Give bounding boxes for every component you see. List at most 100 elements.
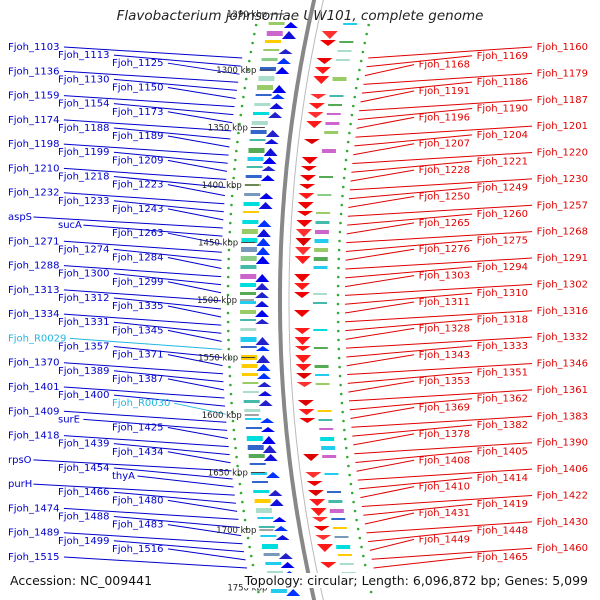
outer-dot (356, 527, 360, 531)
gene-label: surE (58, 414, 80, 425)
gene-label: Fjoh_1488 (58, 512, 109, 523)
outer-dot (336, 302, 340, 306)
outer-dot (348, 473, 351, 477)
label-connector (346, 345, 473, 358)
forward-gene-arrow (303, 139, 320, 144)
reverse-gene-arrow (260, 175, 275, 181)
outer-dot (350, 113, 354, 117)
forward-gene-arrow (315, 535, 332, 540)
gene-label: Fjoh_1312 (58, 293, 109, 304)
kbp-label: 1290 kbp (227, 10, 267, 20)
gene-label: Fjoh_1130 (58, 74, 109, 85)
gene-label: Fjoh_1187 (537, 95, 588, 106)
outer-dot (238, 482, 242, 486)
feature-block (324, 473, 339, 475)
outer-dot (362, 554, 365, 558)
gene-label: Fjoh_1260 (477, 209, 528, 220)
label-connector (349, 178, 533, 191)
feature-block (240, 319, 257, 321)
kbp-label: 1300 kbp (216, 66, 256, 76)
outer-dot (249, 554, 253, 558)
feature-block (314, 248, 329, 252)
gene-label: Fjoh_1410 (419, 482, 470, 493)
gene-label: Fjoh_R0030 (112, 398, 170, 409)
outer-dot (349, 482, 353, 486)
outer-dot (251, 41, 254, 45)
outer-dot (347, 464, 350, 468)
feature-block (240, 274, 257, 279)
label-connector (63, 386, 225, 399)
gene-label: Fjoh_1318 (477, 315, 528, 326)
outer-dot (355, 518, 358, 522)
outer-dot (230, 194, 234, 198)
feature-tracks (226, 22, 373, 596)
gene-label: Fjoh_1302 (537, 279, 588, 290)
outer-dot (339, 392, 343, 396)
reverse-gene-arrow (256, 364, 271, 371)
outer-dot (349, 122, 352, 126)
feature-block (248, 148, 265, 153)
feature-block (315, 374, 330, 376)
forward-gene-arrow (295, 364, 312, 371)
reverse-gene-arrow (269, 103, 284, 109)
outer-dot (356, 77, 360, 81)
label-connector (63, 143, 229, 156)
forward-gene-arrow (299, 418, 316, 423)
label-connector (167, 426, 229, 439)
label-connector (113, 200, 224, 213)
label-connector (356, 459, 415, 472)
outer-dot (358, 68, 361, 72)
gene-label: Fjoh_1328 (419, 323, 470, 334)
gene-label: Fjoh_1207 (419, 139, 470, 150)
label-connector (348, 187, 473, 200)
label-connector (33, 483, 235, 496)
feature-block (263, 553, 280, 556)
gene-label: Fjoh_1434 (112, 447, 163, 458)
gene-label: Fjoh_1209 (112, 155, 163, 166)
label-connector (113, 248, 222, 261)
reverse-gene-arrow (255, 319, 270, 324)
reverse-gene-arrow (258, 400, 273, 406)
gene-label: Fjoh_1408 (419, 455, 470, 466)
label-connector (345, 319, 473, 332)
accession-text: Accession: NC_009441 (8, 573, 155, 588)
outer-dot (341, 194, 344, 198)
label-connector (167, 111, 233, 124)
outer-dot (231, 185, 235, 189)
outer-dot (353, 509, 357, 513)
label-connector (167, 86, 236, 99)
gene-label: Fjoh_1311 (419, 297, 470, 308)
label-connector (113, 151, 228, 164)
reverse-gene-arrow (255, 337, 270, 345)
label-connector (345, 266, 473, 279)
label-connector (167, 451, 231, 464)
feature-block (254, 103, 271, 106)
label-connector (113, 443, 230, 456)
gene-label: Fjoh_1199 (58, 147, 109, 158)
gene-label: Fjoh_1335 (112, 301, 163, 312)
feature-block (242, 211, 259, 213)
feature-block (317, 410, 332, 412)
label-connector (167, 524, 242, 537)
outer-dot (240, 104, 244, 108)
label-connector (357, 108, 473, 121)
outer-dot (234, 158, 237, 162)
gene-label: Fjoh_1515 (8, 552, 59, 563)
outer-dot (341, 410, 344, 414)
label-connector (348, 380, 415, 393)
forward-gene-arrow (316, 58, 333, 64)
gene-label: Fjoh_1400 (58, 390, 109, 401)
feature-block (257, 517, 274, 519)
outer-dot (340, 401, 344, 405)
gene-label: Fjoh_1210 (8, 163, 59, 174)
feature-block (270, 589, 287, 593)
gene-label: Fjoh_1179 (537, 68, 588, 79)
outer-dot (336, 275, 340, 279)
outer-dot (231, 419, 235, 423)
outer-dot (336, 293, 340, 297)
label-connector (167, 354, 223, 367)
label-connector (113, 467, 233, 480)
gene-label: Fjoh_1291 (537, 253, 588, 264)
gene-label: Fjoh_1389 (58, 366, 109, 377)
forward-gene-arrow (308, 103, 325, 109)
